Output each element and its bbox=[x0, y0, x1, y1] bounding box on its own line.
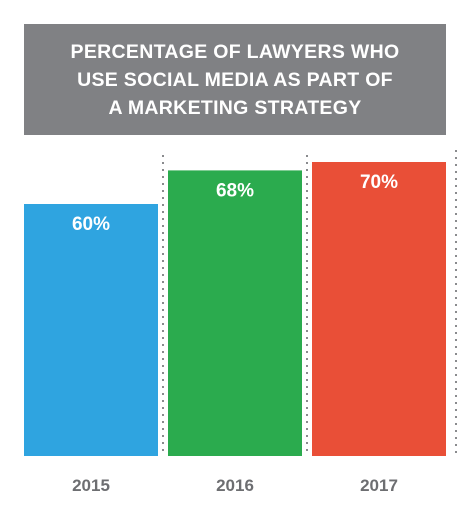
x-tick-label-2017: 2017 bbox=[360, 476, 398, 495]
data-label-2015: 60% bbox=[72, 214, 110, 235]
bar-2015 bbox=[24, 204, 158, 456]
data-label-2017: 70% bbox=[360, 172, 398, 193]
x-tick-label-2016: 2016 bbox=[216, 476, 254, 495]
chart-title-box: PERCENTAGE OF LAWYERS WHO USE SOCIAL MED… bbox=[24, 24, 446, 135]
bar-2016 bbox=[168, 170, 302, 456]
data-label-2016: 68% bbox=[216, 180, 254, 201]
chart-title: PERCENTAGE OF LAWYERS WHO USE SOCIAL MED… bbox=[70, 40, 400, 119]
bar-2017 bbox=[312, 162, 446, 456]
x-tick-label-2015: 2015 bbox=[72, 476, 110, 495]
